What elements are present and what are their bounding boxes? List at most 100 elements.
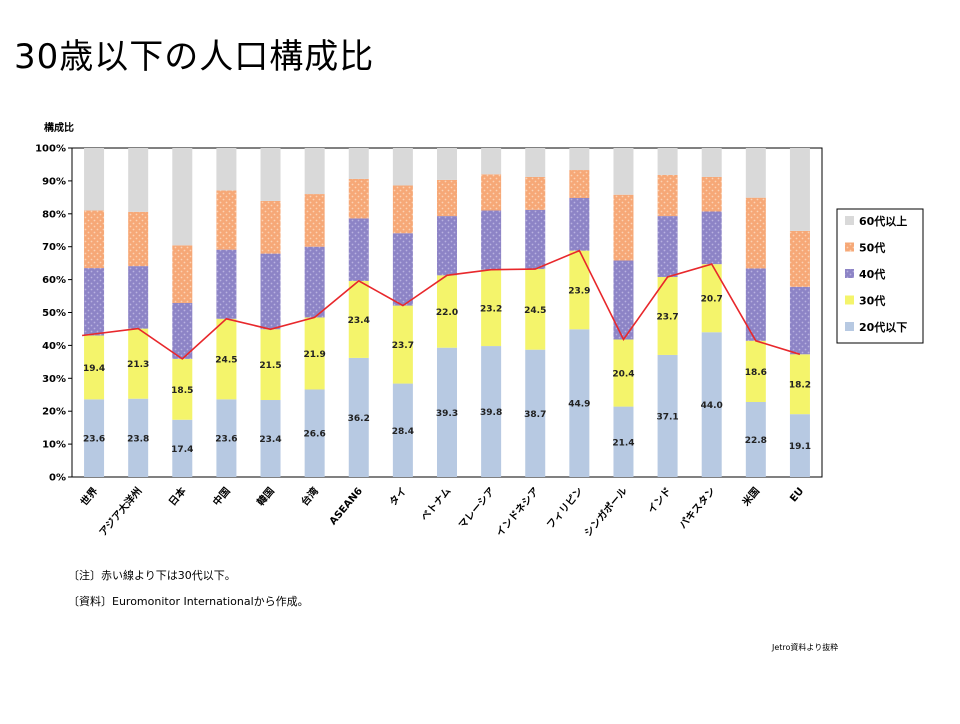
legend-swatch (845, 322, 854, 331)
x-category-label: インドネシア (494, 485, 542, 539)
y-tick-label: 30% (42, 374, 66, 385)
bar-segment (525, 269, 546, 350)
bar-segment (481, 346, 502, 477)
data-label: 17.4 (171, 445, 193, 455)
bar-segment (701, 264, 722, 333)
legend-swatch (845, 269, 854, 278)
bar-segment (745, 148, 766, 198)
x-category-label: EU (788, 486, 806, 505)
x-category-label: アジア大洋州 (96, 485, 144, 539)
bar-segment (569, 198, 590, 251)
bar-segment (437, 347, 457, 477)
bar-segment (745, 340, 766, 402)
data-label: 20.4 (612, 370, 634, 380)
y-tick-label: 100% (35, 144, 66, 155)
bar-segment (525, 148, 546, 177)
bar-segment (701, 211, 722, 265)
x-category-label: 台湾 (298, 485, 321, 509)
data-label: 39.3 (436, 409, 458, 419)
data-label: 37.1 (656, 412, 678, 422)
data-label: 38.7 (524, 410, 546, 420)
bar-segment (128, 398, 149, 477)
bar-segment (216, 399, 237, 477)
bar-segment (84, 335, 105, 400)
x-category-label: ベトナム (419, 485, 454, 523)
bar-segment (657, 354, 678, 477)
legend-swatch (845, 242, 854, 252)
bar-segment (437, 148, 457, 180)
y-tick-label: 80% (42, 209, 66, 220)
bar-segment (569, 329, 590, 477)
y-tick-label: 40% (42, 341, 66, 352)
bar-segment (701, 332, 722, 477)
bar-segment (613, 148, 634, 195)
bar-segment (745, 197, 766, 269)
legend-label: 60代以上 (859, 214, 907, 228)
bar-segment (745, 268, 766, 341)
bar-segment (172, 148, 193, 246)
bar-segment (348, 148, 369, 179)
bar-segment (481, 148, 502, 175)
bar-segment (84, 148, 105, 211)
bar-segment (348, 218, 369, 281)
legend-swatch (845, 216, 854, 225)
x-category-label: インド (645, 485, 673, 516)
data-label: 26.6 (304, 430, 326, 440)
page-title: 30歳以下の人口構成比 (14, 37, 375, 77)
bar-segment (216, 148, 237, 191)
legend-label: 50代 (859, 241, 885, 255)
bar-segment (789, 414, 810, 477)
data-label: 23.4 (259, 435, 281, 445)
bar-segment (392, 383, 413, 477)
bar-segment (84, 399, 105, 477)
bar-segment (216, 190, 237, 250)
bar-segment (789, 354, 810, 415)
chart-source-note: 〔資料〕Euromonitor Internationalから作成。 (68, 595, 309, 608)
data-label: 23.2 (480, 304, 502, 314)
bar-segment (613, 406, 634, 477)
data-label: 19.1 (789, 442, 811, 452)
data-label: 36.2 (348, 414, 370, 424)
data-label: 19.4 (83, 364, 105, 374)
data-label: 18.6 (745, 368, 767, 378)
x-category-label: 米国 (739, 485, 762, 509)
data-label: 24.5 (524, 306, 546, 316)
bar-segment (437, 179, 457, 217)
bar-segment (172, 358, 193, 420)
bar-segment (304, 389, 325, 477)
data-label: 21.3 (127, 360, 149, 370)
data-label: 23.4 (348, 316, 370, 326)
bar-segment (348, 357, 369, 477)
bar-segment (260, 253, 281, 330)
bar-segment (304, 317, 325, 390)
bar-segment (348, 280, 369, 358)
bar-segment (613, 260, 634, 340)
y-axis-title: 構成比 (44, 121, 74, 134)
data-label: 28.4 (392, 427, 414, 437)
bar-segment (304, 246, 325, 318)
bar-segment (216, 249, 237, 319)
x-category-label: 韓国 (254, 485, 277, 509)
bar-segment (789, 286, 810, 355)
bar-segment (260, 200, 281, 254)
bar-segment (172, 419, 193, 477)
data-label: 21.5 (259, 361, 281, 371)
bar-segment (745, 401, 766, 477)
y-tick-label: 60% (42, 275, 66, 286)
bar-segment (260, 400, 281, 477)
bar-segment (392, 148, 413, 186)
bar-segment (304, 148, 325, 195)
bar-segment (128, 328, 149, 399)
bar-segment (481, 269, 502, 347)
bar-segment (613, 339, 634, 407)
data-label: 23.9 (568, 286, 590, 296)
data-label: 21.4 (612, 438, 634, 448)
x-category-label: シンガポール (581, 485, 630, 539)
bar-segment (84, 210, 105, 269)
x-category-label: ASEAN6 (328, 486, 365, 527)
y-tick-label: 0% (49, 473, 66, 484)
bar-segment (392, 185, 413, 234)
data-label: 23.7 (392, 341, 414, 351)
